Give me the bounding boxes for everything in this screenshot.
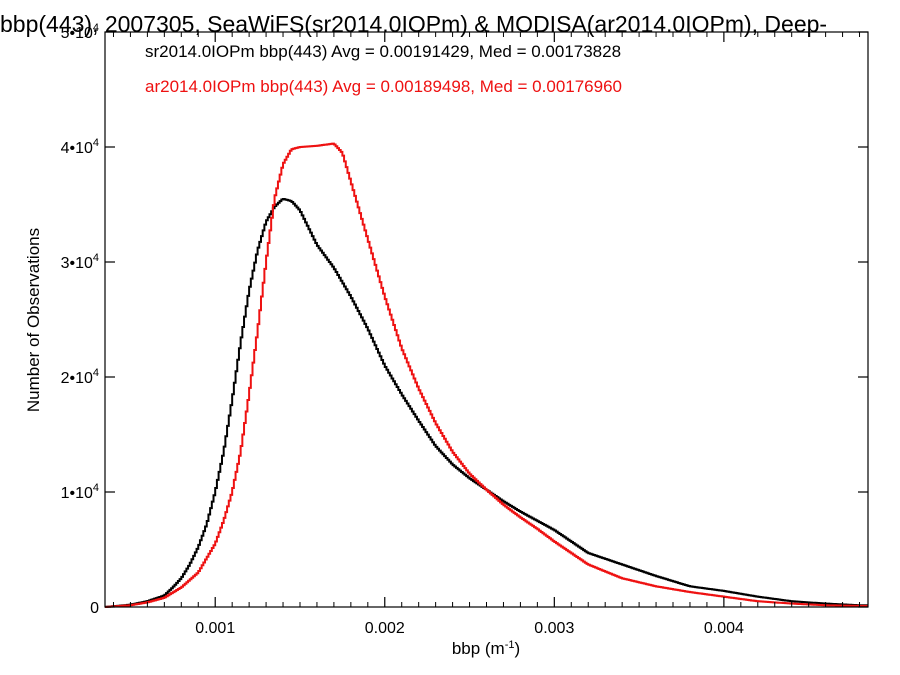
x-tick-label: 0.001 [195,620,235,637]
y-tick-label: 5•104 [61,22,99,42]
y-axis-label: Number of Observations [24,228,43,412]
legend-entry-sr2014: sr2014.0IOPm bbp(443) Avg = 0.00191429, … [145,42,621,61]
x-tick-label: 0.002 [365,620,405,637]
series-line-0 [105,197,868,608]
y-tick-label: 1•104 [61,482,99,502]
plot-frame [104,31,869,608]
y-tick-label: 3•104 [61,252,99,272]
axis-ticks: 0.001 0.002 0.003 0.004 0 1•104 2•104 3•104 4•10… [61,22,868,637]
x-axis-label: bbp (m-1) [452,639,520,658]
chart-title: bbp(443), 2007305, SeaWiFS(sr2014.0IOPm)… [0,11,827,37]
y-tick-label: 4•104 [61,137,99,157]
legend-entry-ar2014: ar2014.0IOPm bbp(443) Avg = 0.00189498, … [145,77,622,96]
y-tick-label: 2•104 [61,367,99,387]
x-tick-label: 0.004 [704,620,744,637]
series-line-1 [105,142,868,608]
y-tick-label: 0 [90,600,99,617]
series-layer [105,142,868,608]
x-tick-label: 0.003 [534,620,574,637]
